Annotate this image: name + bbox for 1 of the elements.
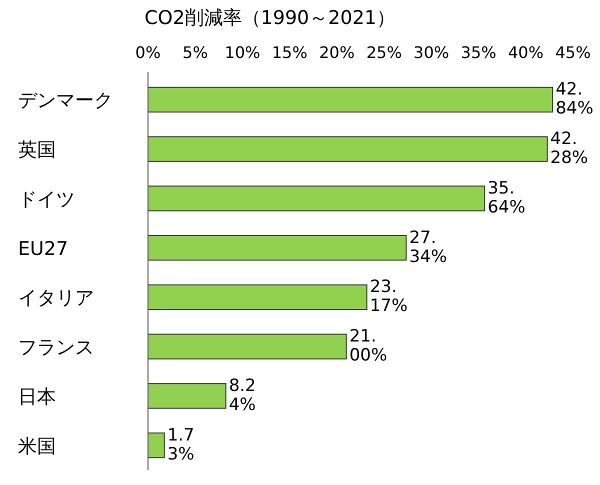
title: CO2削減率（1990～2021） [144,7,396,29]
